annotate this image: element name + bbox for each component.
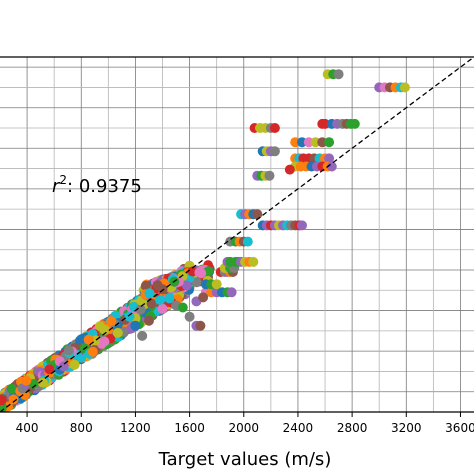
data-point (140, 280, 151, 291)
data-point (164, 293, 175, 304)
data-point (450, 40, 460, 50)
r-squared-annotation: r2: 0.9375 (52, 173, 142, 197)
data-point (242, 236, 253, 247)
data-point (112, 327, 123, 338)
data-point (83, 334, 94, 345)
data-point (226, 287, 237, 298)
data-point (144, 288, 155, 299)
data-point (284, 164, 295, 175)
data-point (198, 292, 209, 303)
data-point (269, 146, 280, 157)
data-point (157, 303, 168, 314)
data-point (37, 377, 48, 388)
data-points (0, 40, 466, 412)
data-point (439, 40, 449, 50)
data-point (177, 302, 188, 313)
data-point (269, 123, 280, 133)
data-point (99, 336, 110, 347)
data-point (194, 267, 205, 278)
data-point (58, 361, 69, 372)
x-tick-label: 2800 (337, 421, 368, 435)
data-point (155, 294, 166, 305)
data-point (0, 395, 7, 406)
data-point (181, 280, 192, 291)
data-point (184, 311, 195, 322)
x-tick-label: 1200 (120, 421, 151, 435)
data-point (124, 311, 135, 322)
x-axis-label: Target values (m/s) (158, 449, 332, 470)
x-tick-label: 400 (16, 421, 39, 435)
x-tick-label: 3600 (445, 421, 474, 435)
r-squared-superscript: 2 (59, 173, 67, 187)
data-point (146, 298, 157, 309)
x-tick-label: 2000 (228, 421, 259, 435)
x-tick-label: 2400 (283, 421, 314, 435)
data-point (6, 383, 17, 394)
data-point (434, 40, 444, 50)
data-point (87, 346, 98, 357)
data-point (99, 324, 110, 335)
data-point (326, 161, 337, 172)
reference-line (0, 57, 474, 412)
data-point (106, 316, 117, 327)
data-point (137, 330, 148, 341)
data-point (317, 118, 328, 129)
data-point (264, 170, 275, 181)
data-point (44, 364, 55, 375)
data-point (157, 284, 168, 295)
data-point (211, 279, 222, 290)
data-point (144, 315, 154, 326)
r-squared-value: : 0.9375 (67, 176, 142, 197)
data-point (428, 40, 438, 50)
data-point (21, 375, 32, 386)
x-axis-ticks: 400 800 1200 1600 2000 2400 2800 3200 3600 (16, 412, 474, 435)
x-tick-label: 1600 (174, 421, 205, 435)
data-point (399, 82, 410, 93)
x-tick-label: 3200 (391, 421, 422, 435)
data-point (297, 220, 307, 231)
data-point (130, 320, 141, 331)
data-point (445, 40, 455, 50)
data-point (333, 69, 344, 80)
plot-frame (0, 56, 474, 413)
data-point (69, 359, 80, 370)
data-point (191, 277, 202, 288)
data-point (324, 137, 335, 148)
data-point (195, 320, 206, 331)
data-point (8, 394, 19, 405)
data-point (135, 304, 146, 315)
data-point (252, 209, 263, 220)
x-tick-label: 800 (70, 421, 93, 435)
r-squared-symbol: r (52, 176, 61, 197)
data-point (63, 345, 74, 356)
data-point (349, 118, 360, 129)
data-point (456, 40, 466, 50)
data-point (324, 153, 335, 164)
data-point (248, 256, 259, 267)
